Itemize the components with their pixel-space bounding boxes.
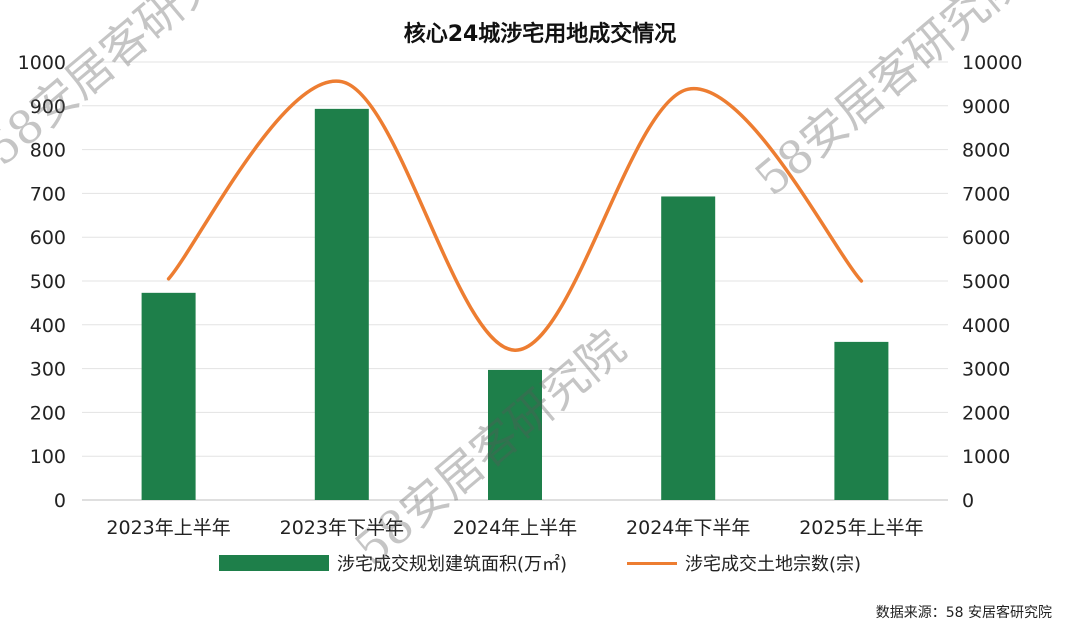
legend-line-swatch xyxy=(627,561,677,565)
y-left-tick-label: 300 xyxy=(30,359,66,381)
legend: 涉宅成交规划建筑面积(万㎡) 涉宅成交土地宗数(宗) xyxy=(0,550,1080,576)
bar xyxy=(141,292,196,500)
y-right-tick-label: 5000 xyxy=(962,271,1010,293)
y-left-tick-label: 0 xyxy=(54,490,66,512)
y-right-tick-label: 0 xyxy=(962,490,974,512)
y-left-tick-label: 900 xyxy=(30,96,66,118)
bar xyxy=(314,108,369,500)
x-tick-label: 2024年下半年 xyxy=(626,517,750,539)
source-note: 数据来源：58 安居客研究院 xyxy=(875,605,1052,621)
y-right-tick-label: 8000 xyxy=(962,140,1010,162)
bar xyxy=(488,369,542,500)
legend-bar-swatch xyxy=(218,555,329,571)
y-right-tick-label: 6000 xyxy=(962,227,1010,249)
y-right-tick-label: 4000 xyxy=(962,315,1010,337)
y-right-tick-label: 9000 xyxy=(962,96,1010,118)
y-left-tick-label: 500 xyxy=(30,271,66,293)
legend-line-label: 涉宅成交土地宗数(宗) xyxy=(685,554,862,575)
y-right-tick-label: 3000 xyxy=(962,359,1010,381)
legend-bar-label: 涉宅成交规划建筑面积(万㎡) xyxy=(336,554,567,575)
chart-title: 核心24城涉宅用地成交情况 xyxy=(403,22,677,47)
y-left-tick-label: 200 xyxy=(30,402,66,424)
bar-series xyxy=(141,108,889,500)
legend-item-bar: 涉宅成交规划建筑面积(万㎡) xyxy=(218,550,567,576)
y-left-tick-label: 600 xyxy=(30,227,66,249)
x-tick-label: 2024年上半年 xyxy=(453,517,577,539)
line-path xyxy=(166,79,864,352)
y-left-tick-label: 100 xyxy=(30,446,66,468)
gridlines xyxy=(82,61,948,501)
bar xyxy=(661,196,716,500)
x-tick-label: 2023年下半年 xyxy=(280,517,404,539)
axes: 0100200300400500600700800900100001000200… xyxy=(18,52,1023,539)
legend-item-line: 涉宅成交土地宗数(宗) xyxy=(627,550,861,576)
x-tick-label: 2023年上半年 xyxy=(106,517,230,539)
y-right-tick-label: 10000 xyxy=(962,52,1022,74)
bar xyxy=(834,341,889,500)
y-right-tick-label: 2000 xyxy=(962,402,1010,424)
line-series xyxy=(166,79,864,352)
y-right-tick-label: 7000 xyxy=(962,183,1010,205)
y-right-tick-label: 1000 xyxy=(962,446,1010,468)
y-left-tick-label: 800 xyxy=(30,140,66,162)
y-left-tick-label: 1000 xyxy=(18,52,66,74)
x-tick-label: 2025年上半年 xyxy=(799,517,923,539)
y-left-tick-label: 700 xyxy=(30,183,66,205)
y-left-tick-label: 400 xyxy=(30,315,66,337)
